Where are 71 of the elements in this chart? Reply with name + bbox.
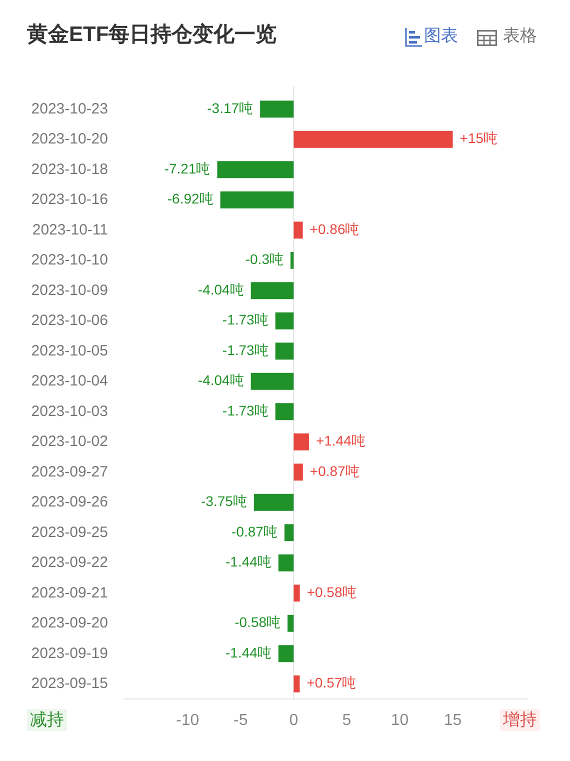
text: 表格 [503, 25, 537, 47]
y-tick-label: 2023-10-09 [31, 282, 108, 299]
y-tick-label: 2023-10-03 [31, 402, 108, 420]
text: 图表 [424, 25, 458, 47]
bar [294, 675, 300, 692]
data-label: +0.58吨 [306, 584, 356, 600]
bar [294, 464, 303, 481]
y-tick-label: 2023-09-15 [31, 675, 108, 692]
bar [278, 645, 294, 662]
data-label: -1.44吨 [225, 554, 272, 570]
data-label: -1.44吨 [225, 644, 272, 660]
data-label: -1.73吨 [222, 312, 268, 328]
y-tick-label: 2023-10-16 [31, 191, 108, 208]
bar [250, 282, 294, 300]
data-label: -0.3吨 [245, 251, 284, 268]
data-label: -6.92吨 [167, 190, 214, 207]
data-label: -7.21吨 [164, 160, 210, 176]
bar [290, 252, 294, 269]
data-label: +1.44吨 [316, 432, 366, 449]
bar [275, 342, 294, 360]
x-tick-label: 10 [390, 712, 409, 730]
bar [260, 100, 294, 118]
bar [294, 222, 303, 239]
y-tick-label: 2023-09-21 [31, 584, 108, 602]
y-tick-label: 2023-09-27 [31, 463, 108, 480]
y-tick-label: 2023-10-05 [31, 342, 108, 360]
data-label: +0.86吨 [310, 220, 360, 237]
y-tick-label: 2023-10-23 [31, 100, 108, 118]
data-label: -4.04吨 [198, 372, 244, 388]
data-label: -3.17吨 [207, 100, 254, 116]
data-label: +15吨 [460, 130, 498, 146]
data-label: -4.04吨 [198, 281, 244, 298]
data-label: -1.73吨 [222, 402, 268, 418]
y-tick-label: 2023-10-11 [32, 221, 108, 238]
bar [294, 130, 453, 148]
bar [220, 191, 294, 208]
bar [275, 312, 294, 330]
bar [294, 584, 300, 602]
bar [284, 524, 294, 542]
bar [288, 614, 294, 632]
data-label: +0.57吨 [306, 674, 356, 691]
data-label: -0.58吨 [234, 614, 281, 630]
y-tick-label: 2023-10-06 [31, 312, 108, 330]
x-tick-label: 0 [289, 712, 298, 730]
text: 增持 [500, 709, 540, 731]
bar [294, 433, 309, 450]
data-label: -3.75吨 [200, 493, 247, 510]
bar [275, 403, 294, 420]
y-tick-label: 2023-09-20 [31, 614, 108, 632]
data-label: +0.87吨 [310, 462, 360, 479]
bar [217, 161, 294, 178]
bar [254, 494, 294, 511]
y-tick-label: 2023-10-02 [31, 433, 108, 450]
chart-title: 黄金ETF每日持仓变化一览 [27, 22, 277, 48]
x-tick-label: 5 [342, 712, 352, 730]
bar [278, 554, 294, 572]
x-tick-label: -5 [234, 712, 248, 730]
y-tick-label: 2023-09-19 [31, 644, 108, 662]
data-label: -0.87吨 [232, 523, 278, 540]
y-tick-label: 2023-10-20 [31, 130, 108, 148]
y-tick-label: 2023-09-26 [31, 494, 108, 511]
x-tick-label: -10 [176, 712, 200, 730]
x-tick-label: 15 [444, 712, 462, 730]
y-tick-label: 2023-10-04 [31, 372, 108, 390]
y-tick-label: 2023-10-18 [31, 160, 108, 178]
text: 减持 [27, 709, 67, 731]
y-tick-label: 2023-10-10 [31, 252, 108, 269]
y-tick-label: 2023-09-22 [31, 554, 108, 572]
bar [250, 372, 294, 390]
data-label: -1.73吨 [222, 342, 268, 358]
y-tick-label: 2023-09-25 [31, 524, 108, 541]
